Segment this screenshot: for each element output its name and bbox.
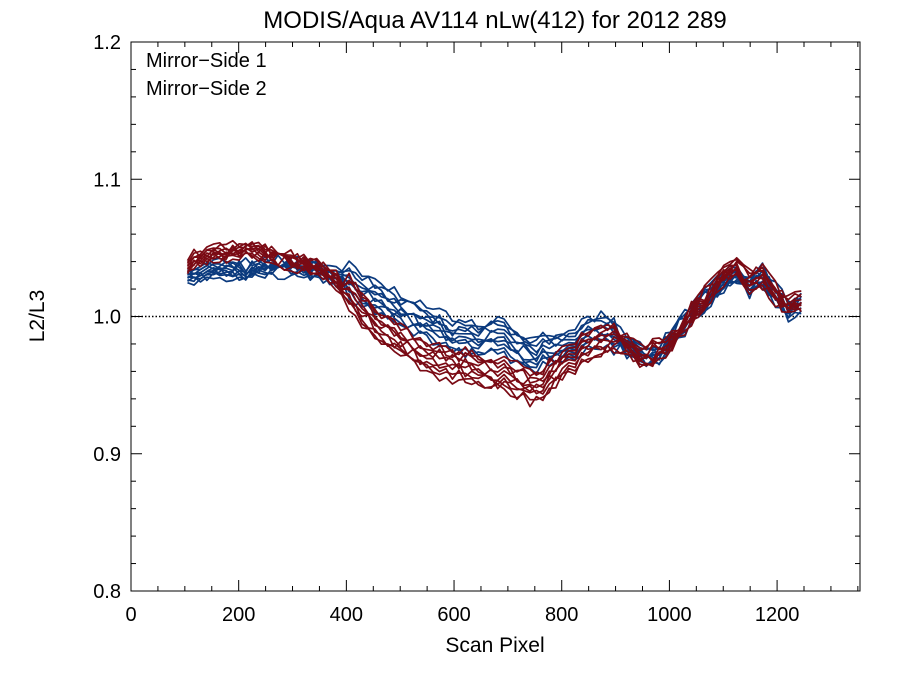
chart-title: MODIS/Aqua AV114 nLw(412) for 2012 289 — [263, 7, 726, 34]
y-tick-label: 0.9 — [93, 444, 121, 466]
series-1 — [186, 254, 803, 375]
y-tick-label: 0.8 — [93, 581, 121, 603]
series-2-curve — [186, 241, 802, 384]
series-1-curve — [187, 258, 803, 360]
x-tick-label: 200 — [222, 604, 255, 626]
series-2-curve — [186, 252, 802, 408]
plot-area — [130, 41, 861, 592]
minor-ticks — [131, 42, 860, 591]
major-ticks — [130, 41, 860, 592]
y-tick-labels: 0.8 0.9 1.0 1.1 1.2 — [93, 32, 121, 603]
series-2-curve — [187, 244, 802, 393]
legend: Mirror−Side 1 Mirror−Side 2 — [146, 50, 267, 100]
x-tick-label: 1000 — [647, 604, 692, 626]
x-tick-labels: 0 200 400 600 800 1000 1200 — [125, 604, 799, 626]
y-axis-label: L2/L3 — [26, 290, 49, 343]
series-2-curve — [187, 241, 802, 377]
series-2 — [186, 239, 802, 408]
series-2-curve — [186, 251, 802, 401]
series-2-curve — [186, 239, 802, 377]
x-tick-label: 400 — [330, 604, 363, 626]
legend-entry-mirror-side-2: Mirror−Side 2 — [146, 78, 267, 100]
x-tick-label: 800 — [545, 604, 578, 626]
x-tick-label: 600 — [437, 604, 470, 626]
y-tick-label: 1.0 — [93, 307, 121, 329]
series-layer — [186, 239, 803, 408]
x-tick-label: 0 — [125, 604, 136, 626]
series-1-curve — [186, 261, 802, 361]
y-tick-label: 1.2 — [93, 32, 121, 54]
x-tick-label: 1200 — [755, 604, 800, 626]
x-axis-label: Scan Pixel — [445, 634, 544, 657]
series-2-curve — [186, 246, 802, 395]
legend-entry-mirror-side-1: Mirror−Side 1 — [146, 50, 267, 72]
y-tick-label: 1.1 — [93, 169, 121, 191]
series-2-curve — [186, 246, 802, 389]
